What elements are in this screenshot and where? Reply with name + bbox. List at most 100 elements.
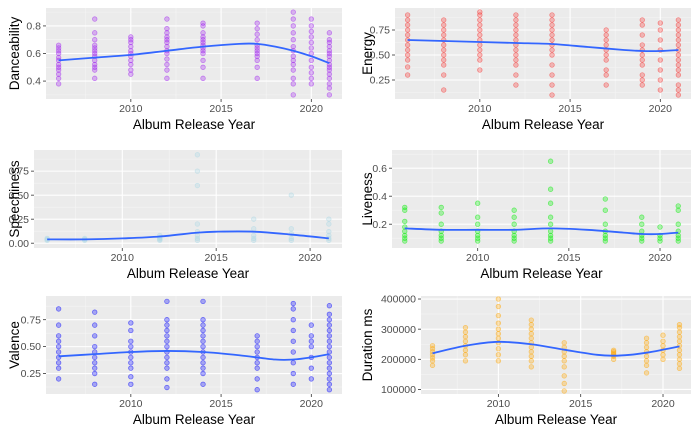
x-tick-label: 2020: [300, 398, 324, 410]
x-axis-title: Album Release Year: [480, 266, 603, 281]
data-point: [200, 34, 206, 40]
data-point: [549, 22, 555, 28]
data-point: [528, 317, 534, 323]
chart-panel: 2010 2015 2020 0.25 0.50 0.75 Album Release Ye…: [7, 296, 342, 427]
y-axis-title: Speechiness: [7, 160, 22, 238]
data-point: [657, 57, 663, 63]
data-point: [643, 362, 650, 369]
trend-line: [58, 350, 330, 361]
data-point: [55, 71, 62, 77]
y-tick-label: 0.75: [21, 314, 42, 326]
data-point: [603, 72, 609, 78]
y-tick-label: 0.50: [370, 50, 391, 62]
data-point: [164, 16, 170, 22]
data-point: [513, 27, 519, 33]
data-point: [511, 207, 517, 213]
data-point: [657, 20, 663, 26]
y-tick-label: 0.00: [9, 238, 30, 250]
data-point: [164, 384, 170, 391]
data-point: [643, 335, 650, 341]
data-point: [128, 374, 134, 380]
chart-panel: 2010 2015 2020 0.25 0.50 0.75 Album Release Ye…: [360, 8, 691, 132]
data-point: [511, 238, 517, 244]
data-point: [308, 45, 314, 51]
data-point: [528, 358, 534, 364]
data-point: [254, 45, 260, 51]
data-point: [200, 354, 206, 361]
chart-panel: 2010 2015 2020 0.00 0.25 0.50 0.75 Album Releas…: [7, 150, 342, 281]
data-point: [402, 207, 408, 213]
data-point: [639, 22, 645, 28]
data-point: [639, 32, 645, 38]
data-point: [290, 370, 296, 377]
data-point: [55, 376, 62, 382]
data-point: [128, 61, 134, 68]
data-point: [603, 42, 609, 48]
data-point: [290, 306, 296, 312]
data-point: [326, 39, 333, 46]
data-point: [55, 50, 62, 57]
data-point: [308, 81, 314, 87]
data-point: [603, 52, 609, 58]
data-point: [308, 376, 314, 382]
data-point: [495, 352, 502, 358]
data-point: [92, 333, 98, 339]
y-tick-label: 0.50: [21, 341, 42, 353]
data-point: [254, 333, 260, 339]
data-point: [528, 344, 534, 350]
data-point: [441, 27, 447, 33]
data-point: [128, 354, 134, 361]
data-point: [441, 52, 447, 58]
data-point: [290, 381, 296, 387]
data-point: [290, 81, 296, 87]
data-point: [639, 228, 645, 234]
data-point: [402, 232, 408, 239]
x-tick-label: 2020: [298, 252, 322, 264]
plot-background: [46, 296, 342, 394]
data-point: [528, 335, 534, 341]
data-point: [326, 37, 333, 43]
data-point: [561, 373, 567, 379]
x-tick-label: 2015: [558, 103, 582, 115]
data-point: [675, 221, 681, 227]
data-point: [290, 75, 296, 81]
data-point: [513, 37, 519, 43]
data-point: [513, 72, 519, 78]
data-point: [92, 42, 98, 48]
data-point: [128, 338, 134, 344]
x-axis-title: Album Release Year: [133, 117, 256, 132]
data-point: [55, 306, 62, 312]
data-point: [290, 300, 296, 307]
data-point: [495, 326, 502, 332]
data-point: [462, 358, 469, 364]
data-point: [675, 238, 681, 244]
data-point: [200, 50, 206, 57]
data-point: [290, 30, 296, 36]
data-point: [602, 235, 608, 241]
data-point: [92, 343, 98, 350]
data-points: [55, 298, 333, 393]
y-tick-label: 0.6: [26, 48, 41, 60]
data-point: [404, 32, 411, 38]
data-point: [549, 37, 555, 43]
data-point: [288, 226, 294, 232]
data-point: [528, 331, 534, 337]
data-point: [639, 235, 645, 241]
x-tick-label: 2020: [648, 252, 672, 264]
data-point: [251, 226, 257, 232]
data-point: [290, 57, 296, 64]
data-point: [128, 343, 134, 350]
data-point: [561, 353, 567, 359]
data-point: [290, 37, 296, 43]
data-point: [326, 48, 333, 54]
x-axis-title: Album Release Year: [495, 412, 618, 427]
data-point: [549, 27, 555, 33]
data-point: [92, 381, 98, 387]
data-point: [657, 67, 663, 73]
data-point: [164, 322, 170, 328]
data-point: [676, 352, 683, 358]
data-point: [495, 331, 502, 337]
data-point: [326, 311, 333, 317]
data-point: [290, 43, 296, 50]
data-point: [438, 210, 444, 216]
